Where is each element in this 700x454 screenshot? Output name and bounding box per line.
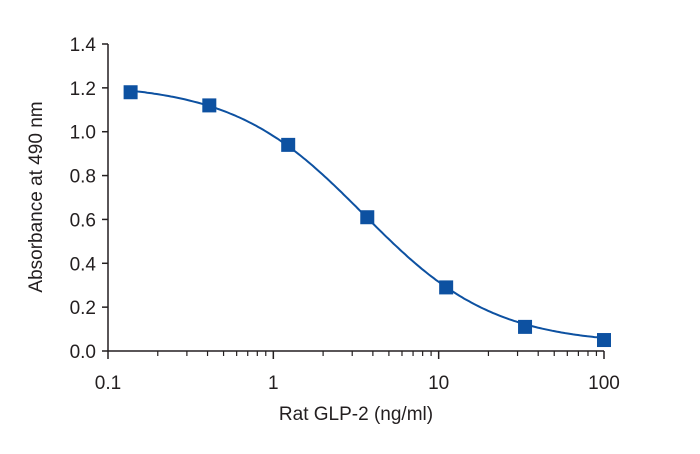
- data-point: [439, 280, 454, 295]
- y-axis-label: Absorbance at 490 nm: [26, 101, 47, 292]
- data-point: [123, 85, 138, 100]
- data-point: [202, 98, 217, 113]
- data-point: [597, 333, 611, 348]
- y-tick-label: 1.2: [70, 79, 96, 100]
- x-tick-label: 100: [588, 373, 620, 394]
- y-tick-label: 0.0: [70, 342, 96, 363]
- data-point: [360, 210, 375, 225]
- y-tick-label: 0.8: [70, 167, 96, 188]
- y-tick-label: 1.4: [70, 35, 97, 56]
- x-axis-label: Rat GLP-2 (ng/ml): [279, 404, 433, 425]
- plot-area: [123, 85, 611, 348]
- y-tick-label: 0.4: [70, 254, 97, 275]
- y-tick-label: 0.6: [70, 210, 96, 231]
- data-point: [518, 319, 533, 334]
- x-tick-label: 10: [428, 373, 449, 394]
- y-tick-label: 1.0: [70, 123, 96, 144]
- y-tick-label: 0.2: [70, 298, 96, 319]
- axes: 0.0 0.2 0.4 0.6 0.8 1.0 1.2 1.4 0.1 1 10 100: [70, 35, 620, 394]
- data-point: [281, 137, 296, 152]
- x-tick-label: 1: [268, 373, 279, 394]
- x-tick-label: 0.1: [95, 373, 121, 394]
